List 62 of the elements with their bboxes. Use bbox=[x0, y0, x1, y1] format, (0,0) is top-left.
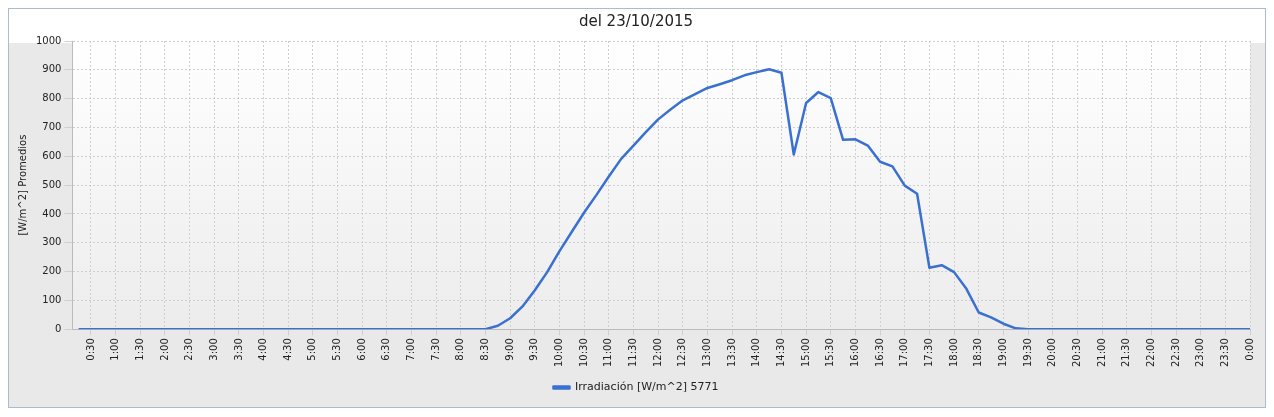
y-tick-label: 800 bbox=[42, 92, 62, 104]
x-tick-label: 21:30 bbox=[1120, 338, 1132, 368]
x-tick-label: 10:00 bbox=[553, 338, 565, 368]
x-tick-label: 1:00 bbox=[109, 338, 121, 361]
x-tick-label: 18:00 bbox=[947, 338, 959, 368]
x-tick-label: 15:00 bbox=[799, 338, 811, 368]
x-tick-label: 0:30 bbox=[84, 338, 96, 361]
x-tick-label: 5:00 bbox=[306, 338, 318, 361]
x-tick-label: 7:30 bbox=[429, 338, 441, 361]
x-tick-label: 6:00 bbox=[355, 338, 367, 361]
x-tick-label: 11:00 bbox=[602, 338, 614, 368]
x-tick-label: 5:30 bbox=[331, 338, 343, 361]
x-tick-label: 14:00 bbox=[750, 338, 762, 368]
x-tick-label: 17:30 bbox=[923, 338, 934, 368]
x-tick-label: 12:30 bbox=[676, 338, 688, 368]
y-tick-label: 100 bbox=[42, 293, 62, 305]
x-tick-label: 22:30 bbox=[1169, 338, 1181, 368]
x-tick-label: 23:30 bbox=[1218, 338, 1230, 368]
x-tick-label: 17:00 bbox=[898, 338, 910, 368]
x-tick-label: 11:30 bbox=[627, 338, 639, 368]
x-tick-label: 4:30 bbox=[281, 338, 293, 361]
x-tick-label: 20:00 bbox=[1046, 338, 1058, 368]
y-axis-title: [W/m^2] Promedios bbox=[16, 134, 28, 236]
x-tick-label: 13:00 bbox=[701, 338, 713, 368]
x-tick-label: 23:00 bbox=[1194, 338, 1206, 368]
y-tick-label: 0 bbox=[55, 322, 62, 334]
x-tick-label: 19:30 bbox=[1021, 338, 1033, 368]
y-tick-label: 900 bbox=[42, 63, 62, 75]
y-tick-label: 400 bbox=[42, 207, 62, 219]
x-tick-label: 2:00 bbox=[158, 338, 170, 361]
y-tick-label: 1000 bbox=[36, 34, 62, 46]
x-tick-label: 4:00 bbox=[257, 338, 269, 361]
legend-label: Irradiación [W/m^2] 5771 bbox=[575, 380, 719, 394]
y-tick-label: 300 bbox=[42, 236, 62, 248]
x-tick-label: 0:00 bbox=[1243, 338, 1255, 361]
x-tick-label: 20:30 bbox=[1070, 338, 1082, 368]
x-tick-label: 2:30 bbox=[183, 338, 195, 361]
x-tick-label: 3:00 bbox=[207, 338, 219, 361]
x-tick-label: 18:30 bbox=[972, 338, 984, 368]
y-tick-label: 500 bbox=[42, 178, 62, 190]
x-tick-label: 13:30 bbox=[725, 338, 737, 368]
chart-title: del 23/10/2015 bbox=[578, 11, 694, 30]
x-tick-label: 14:30 bbox=[775, 338, 787, 368]
x-tick-label: 8:00 bbox=[454, 338, 466, 361]
x-tick-label: 12:00 bbox=[651, 338, 663, 368]
x-tick-label: 9:30 bbox=[528, 338, 540, 361]
x-tick-label: 21:00 bbox=[1095, 338, 1107, 368]
x-tick-label: 16:00 bbox=[849, 338, 861, 368]
y-tick-label: 200 bbox=[42, 265, 62, 277]
y-tick-label: 600 bbox=[42, 149, 62, 161]
x-tick-label: 10:30 bbox=[577, 338, 589, 368]
x-tick-label: 8:30 bbox=[479, 338, 491, 361]
x-tick-label: 22:00 bbox=[1144, 338, 1156, 368]
x-tick-label: 1:30 bbox=[133, 338, 145, 361]
x-tick-label: 3:30 bbox=[232, 338, 244, 361]
x-tick-label: 19:00 bbox=[996, 338, 1008, 368]
x-tick-label: 7:00 bbox=[405, 338, 417, 361]
x-tick-label: 16:30 bbox=[873, 338, 885, 368]
x-tick-label: 9:00 bbox=[503, 338, 515, 361]
y-tick-label: 700 bbox=[42, 121, 62, 133]
x-tick-label: 15:30 bbox=[824, 338, 836, 368]
x-tick-label: 6:30 bbox=[380, 338, 392, 361]
